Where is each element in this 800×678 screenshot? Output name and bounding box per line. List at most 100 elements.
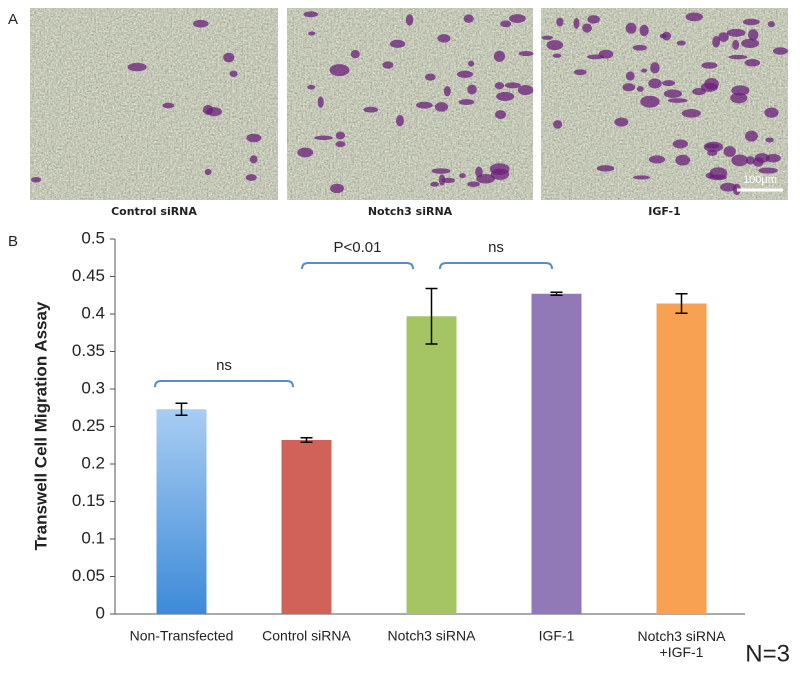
stained-cell: [641, 68, 648, 73]
stained-cell: [681, 109, 701, 118]
stained-cell: [765, 153, 781, 163]
significance-label: P<0.01: [334, 239, 382, 256]
stained-cell: [431, 168, 451, 174]
stained-cell: [489, 163, 510, 175]
stained-cell: [625, 22, 637, 34]
stained-cell: [249, 155, 258, 164]
stained-cell: [675, 154, 691, 166]
error-bar: [425, 287, 438, 345]
error-bar: [300, 437, 313, 443]
significance-bracket: [154, 380, 294, 388]
stained-cell: [245, 174, 257, 181]
bar: [406, 316, 457, 614]
stained-cell: [632, 44, 647, 51]
stained-cell: [712, 36, 721, 48]
stained-cell: [663, 89, 683, 98]
stained-cell: [229, 70, 238, 77]
stained-cell: [731, 154, 748, 167]
stained-cell: [648, 78, 662, 89]
sample-size-note: N=3: [745, 640, 790, 667]
stained-cell: [676, 40, 686, 46]
stained-cell: [475, 166, 483, 178]
stained-cell: [662, 80, 676, 87]
x-tick-label: IGF-1: [539, 628, 575, 644]
x-tick-label: Notch3 siRNA: [388, 628, 477, 644]
stained-cell: [552, 53, 562, 58]
stained-cell: [744, 130, 758, 142]
scale-bar-label: 100μm: [743, 174, 777, 186]
y-tick-label: 0: [96, 603, 105, 622]
stained-cell: [476, 174, 495, 184]
stained-cell: [723, 146, 736, 157]
stained-cell: [495, 110, 507, 120]
stained-cell: [636, 86, 644, 92]
stained-cell: [467, 181, 480, 187]
stained-cell: [708, 174, 727, 181]
significance-bracket: [301, 262, 414, 270]
significance-bracket: [439, 262, 553, 270]
stained-cell: [582, 23, 592, 33]
bar: [656, 303, 707, 614]
stained-cell: [598, 49, 614, 59]
stained-cell: [303, 11, 319, 18]
stained-cell: [767, 21, 775, 28]
stained-cell: [704, 143, 720, 149]
error-bar: [675, 293, 688, 314]
stained-cell: [764, 107, 779, 118]
bar: [531, 293, 582, 614]
stained-cell: [667, 98, 688, 103]
panel-label: B: [8, 233, 18, 250]
stained-cell: [745, 156, 755, 165]
stained-cell: [496, 91, 515, 101]
stained-cell: [467, 84, 477, 95]
y-tick-label: 0.25: [72, 416, 105, 435]
stained-cell: [335, 141, 346, 148]
stained-cell: [640, 95, 660, 108]
micrograph: [30, 8, 278, 200]
stained-cell: [162, 102, 175, 109]
stained-cell: [468, 60, 475, 67]
panel-label: A: [8, 11, 18, 28]
stained-cell: [553, 120, 563, 129]
y-tick-label: 0.4: [81, 303, 105, 322]
y-tick-label: 0.5: [81, 228, 105, 247]
y-tick-label: 0.3: [81, 378, 105, 397]
stained-cell: [685, 12, 703, 22]
stained-cell: [720, 182, 737, 192]
stained-cell: [430, 181, 439, 187]
stained-cell: [748, 29, 759, 41]
stained-cell: [573, 18, 580, 29]
stained-cell: [416, 101, 433, 109]
stained-cell: [441, 177, 456, 184]
stained-cell: [494, 82, 505, 90]
stained-cell: [573, 69, 587, 76]
stained-cell: [707, 149, 718, 156]
stained-cell: [765, 137, 774, 143]
significance-label: ns: [216, 357, 232, 374]
stained-cell: [556, 17, 564, 27]
stained-cell: [726, 28, 746, 37]
stained-cell: [307, 84, 316, 90]
stained-cell: [459, 173, 466, 179]
stained-cell: [639, 24, 649, 37]
stained-cell: [297, 147, 314, 158]
stained-cell: [500, 20, 512, 28]
stained-cell: [517, 84, 534, 96]
stained-cell: [192, 19, 209, 28]
stained-cell: [438, 174, 446, 186]
stained-cell: [758, 167, 778, 174]
stained-cell: [350, 49, 360, 59]
stained-cell: [541, 35, 554, 40]
stained-cell: [458, 99, 475, 106]
error-bar: [175, 402, 188, 416]
stained-cell: [246, 133, 262, 143]
stained-cell: [546, 40, 564, 51]
image-caption: Notch3 siRNA: [368, 205, 453, 218]
stained-cell: [632, 175, 651, 180]
significance-label: ns: [488, 239, 504, 256]
y-tick-label: 0.2: [81, 453, 105, 472]
stained-cell: [730, 92, 748, 104]
x-tick-label: Control siRNA: [262, 628, 351, 644]
stained-cell: [330, 183, 344, 194]
